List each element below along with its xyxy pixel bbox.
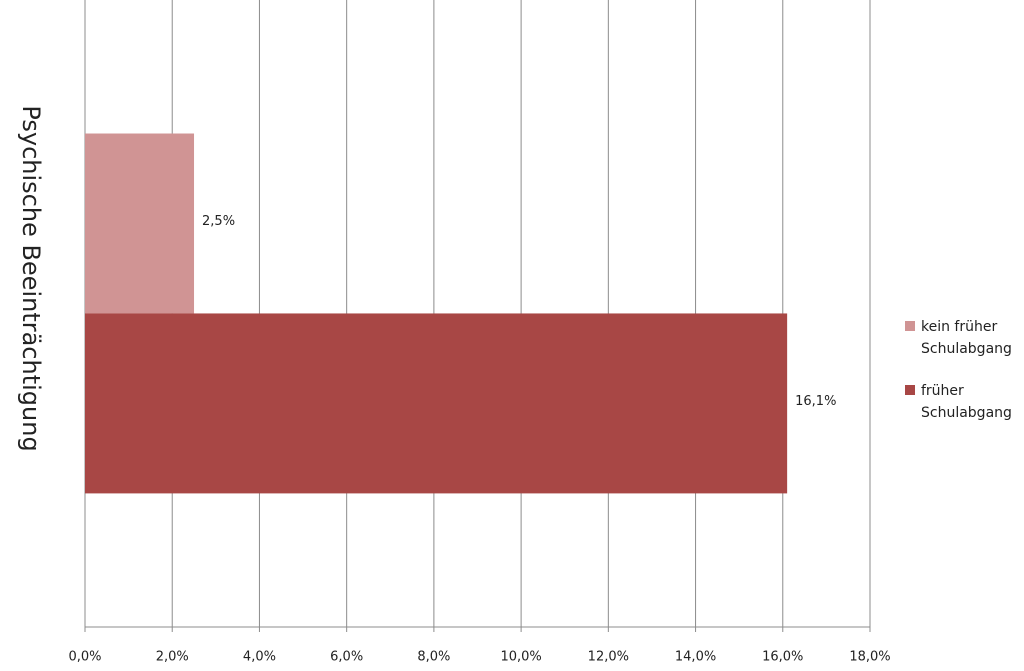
legend-entry: kein früher Schulabgang bbox=[905, 316, 1020, 360]
legend-swatch bbox=[905, 385, 915, 395]
legend-label: früher Schulabgang bbox=[921, 383, 1012, 421]
x-tick-label: 8,0% bbox=[417, 650, 450, 665]
legend-swatch bbox=[905, 321, 915, 331]
x-tick-label: 0,0% bbox=[68, 650, 101, 665]
x-tick-label: 16,0% bbox=[762, 650, 803, 665]
data-label: 16,1% bbox=[795, 394, 836, 409]
bar bbox=[85, 133, 195, 314]
x-tick-label: 14,0% bbox=[675, 650, 716, 665]
bar bbox=[85, 313, 788, 494]
x-tick-label: 10,0% bbox=[500, 650, 541, 665]
category-label: Psychische Beeinträchtigung bbox=[17, 105, 45, 451]
x-tick-label: 4,0% bbox=[243, 650, 276, 665]
data-label: 2,5% bbox=[202, 214, 235, 229]
x-tick-label: 12,0% bbox=[588, 650, 629, 665]
x-tick-label: 18,0% bbox=[849, 650, 890, 665]
legend-entry: früher Schulabgang bbox=[905, 380, 1020, 424]
legend-label: kein früher Schulabgang bbox=[921, 319, 1012, 357]
legend: kein früher Schulabgang früher Schulabgan… bbox=[905, 316, 1020, 444]
x-tick-label: 6,0% bbox=[330, 650, 363, 665]
x-tick-label: 2,0% bbox=[156, 650, 189, 665]
